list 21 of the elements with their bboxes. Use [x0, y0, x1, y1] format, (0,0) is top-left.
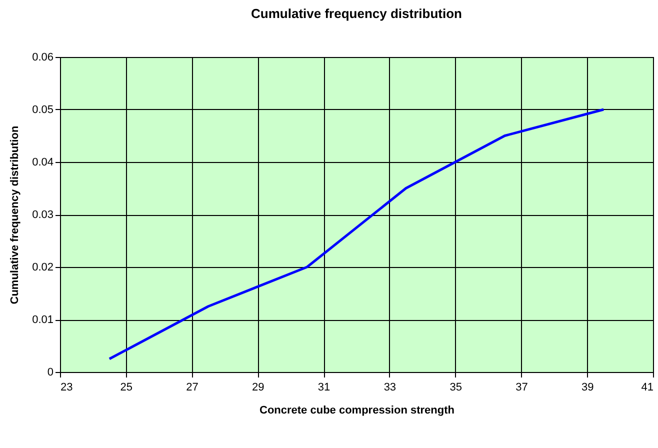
x-tick-label: 37	[516, 382, 528, 394]
y-tick-label: 0.05	[32, 104, 54, 116]
x-axis-title: Concrete cube compression strength	[260, 404, 455, 416]
y-tick-label: 0.02	[32, 262, 54, 274]
y-tick-label: 0	[47, 366, 54, 378]
x-tick-label: 39	[581, 382, 594, 394]
y-tick-label: 0.01	[32, 314, 54, 326]
x-tick-label: 33	[384, 382, 396, 394]
x-tick-label: 23	[60, 382, 73, 394]
x-tick-label: 27	[186, 382, 198, 394]
x-tick-label: 41	[641, 382, 654, 394]
x-tick-label: 25	[120, 382, 133, 394]
line-series	[108, 108, 605, 360]
x-tick-label: 29	[252, 382, 264, 394]
y-tick-label: 0.06	[32, 52, 54, 64]
x-tick-label: 31	[318, 382, 330, 394]
chart-title: Cumulative frequency distribution	[251, 6, 462, 21]
y-tick-label: 0.04	[32, 156, 54, 168]
x-tick-label: 35	[450, 382, 462, 394]
y-axis-title: Cumulative frequency distribution	[9, 125, 22, 304]
y-tick-label: 0.03	[32, 209, 54, 221]
